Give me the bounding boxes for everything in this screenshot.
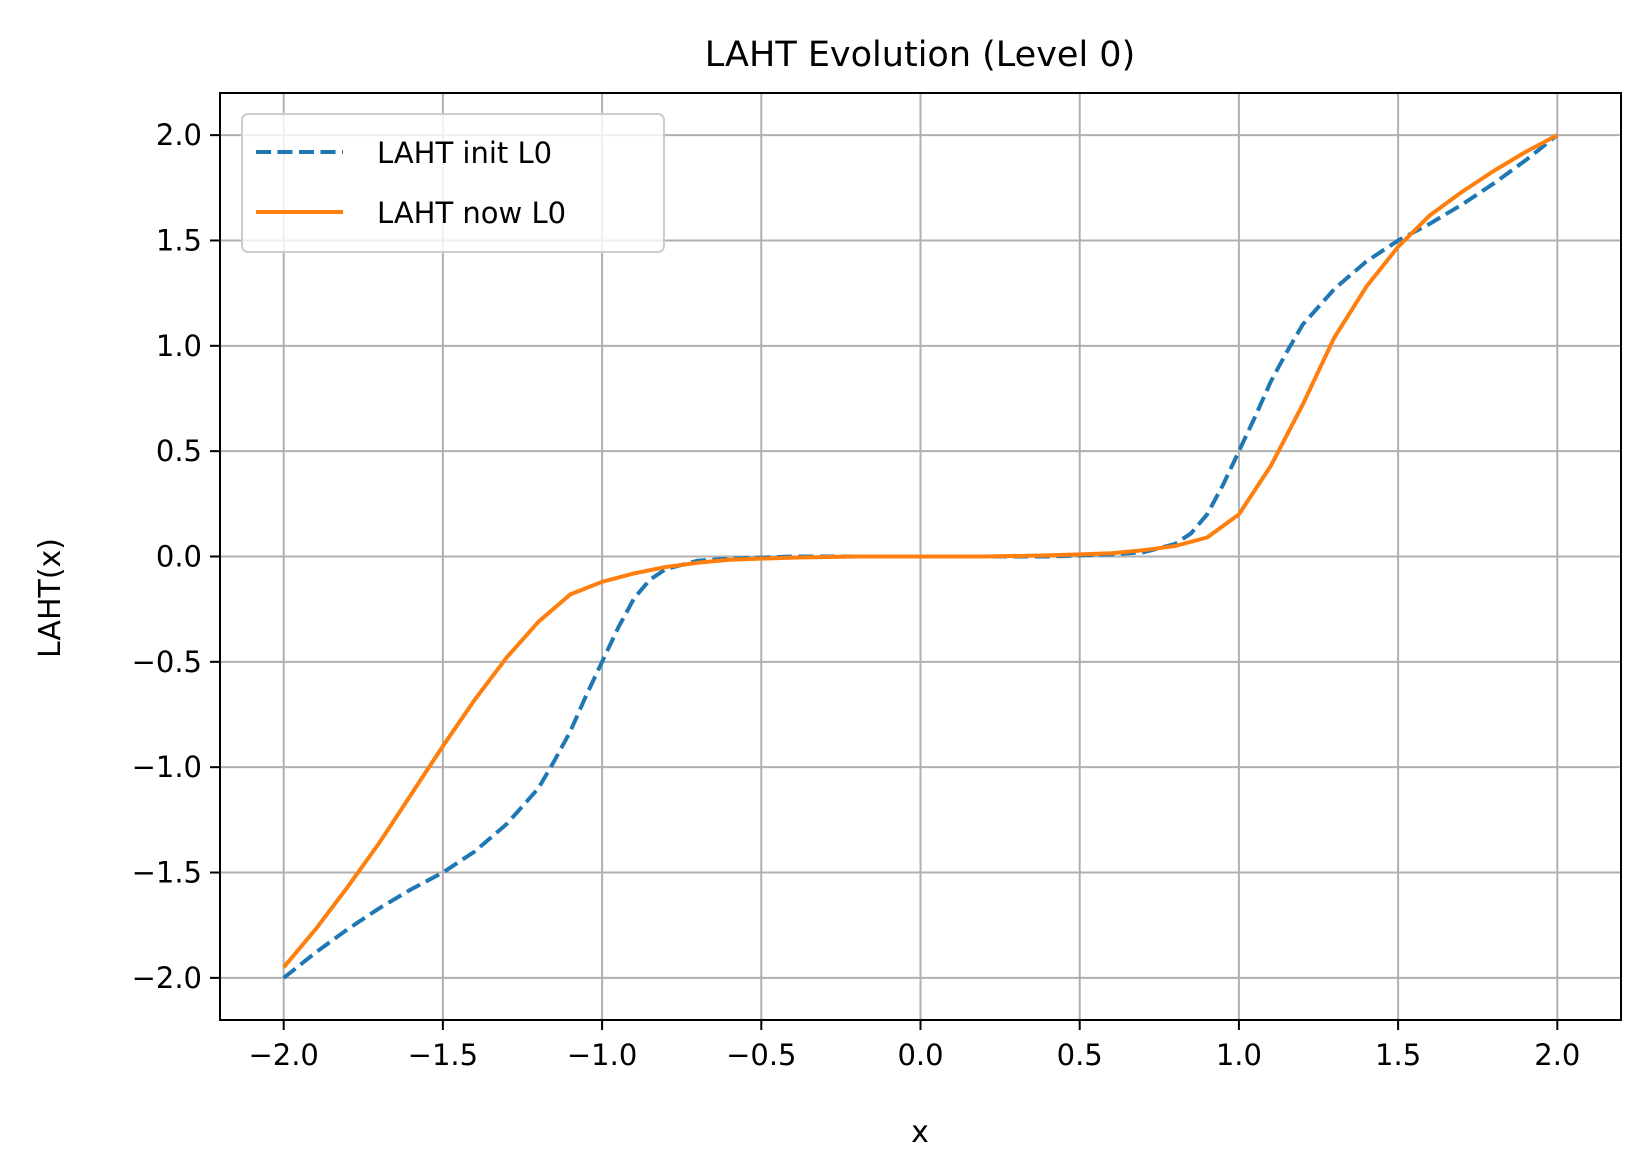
y-tick-label-0: 2.0: [156, 118, 202, 152]
y-tick-label-8: −2.0: [132, 961, 202, 995]
legend-label-now: LAHT now L0: [377, 196, 566, 230]
y-tick-label-4: 0.0: [156, 540, 202, 574]
x-tick-label-4: 0.0: [897, 1038, 943, 1072]
y-tick-label-2: 1.0: [156, 329, 202, 363]
series-line-1: [282, 133, 1559, 969]
y-tick-label-6: −1.0: [132, 750, 202, 784]
x-tick-label-2: −1.0: [567, 1038, 637, 1072]
series-layer: [282, 133, 1559, 980]
x-tick-label-1: −1.5: [408, 1038, 478, 1072]
x-tick-label-8: 2.0: [1534, 1038, 1580, 1072]
x-tick-label-6: 1.0: [1216, 1038, 1262, 1072]
x-tick-label-7: 1.5: [1375, 1038, 1421, 1072]
y-axis-ticks: 2.0 1.5 1.0 0.5 0.0 −0.5 −1.0 −1.5 −2.0: [132, 118, 220, 995]
y-tick-label-1: 1.5: [156, 223, 202, 257]
y-tick-label-5: −0.5: [132, 645, 202, 679]
x-axis-ticks: −2.0 −1.5 −1.0 −0.5 0.0 0.5 1.0 1.5 2.0: [248, 1020, 1580, 1072]
x-axis-label: x: [911, 1115, 929, 1150]
y-tick-label-3: 0.5: [156, 434, 202, 468]
y-tick-label-7: −1.5: [132, 856, 202, 890]
chart-title: LAHT Evolution (Level 0): [705, 35, 1135, 75]
y-axis-label: LAHT(x): [33, 538, 68, 658]
legend-label-init: LAHT init L0: [377, 136, 552, 170]
legend: LAHT init L0 LAHT now L0: [241, 113, 665, 253]
x-tick-label-0: −2.0: [248, 1038, 318, 1072]
legend-box: [241, 113, 665, 253]
x-tick-label-5: 0.5: [1057, 1038, 1103, 1072]
x-tick-label-3: −0.5: [726, 1038, 796, 1072]
